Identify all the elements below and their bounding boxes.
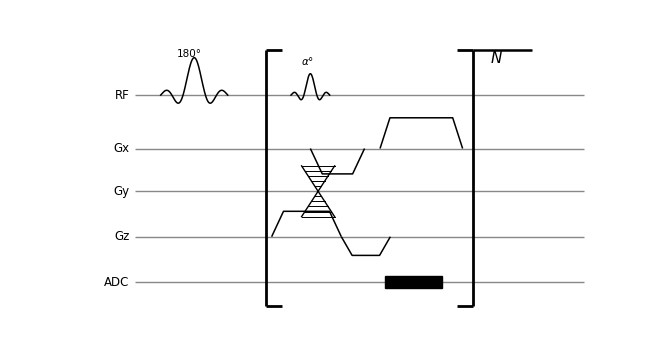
Text: Gz: Gz — [115, 230, 130, 243]
Text: RF: RF — [115, 88, 130, 102]
Text: 180°: 180° — [176, 49, 202, 59]
Text: Gx: Gx — [114, 142, 130, 155]
Text: Gy: Gy — [114, 185, 130, 198]
Bar — [385, 276, 442, 288]
Text: $\alpha$°: $\alpha$° — [301, 55, 314, 67]
Text: $N$: $N$ — [490, 50, 503, 66]
Text: ADC: ADC — [105, 276, 130, 289]
